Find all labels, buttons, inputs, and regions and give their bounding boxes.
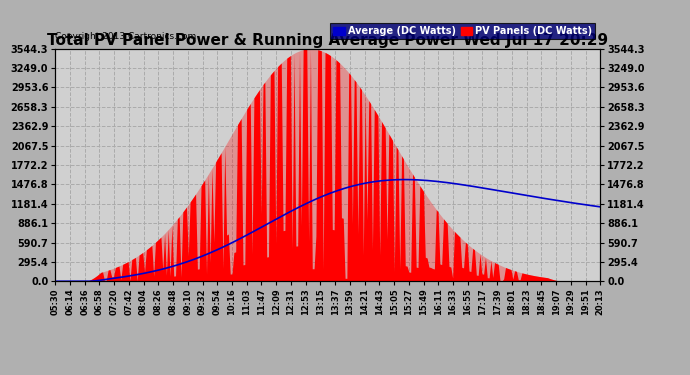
Text: Copyright 2013 Cartronics.com: Copyright 2013 Cartronics.com (55, 32, 197, 41)
Title: Total PV Panel Power & Running Average Power Wed Jul 17 20:29: Total PV Panel Power & Running Average P… (47, 33, 609, 48)
Legend: Average (DC Watts), PV Panels (DC Watts): Average (DC Watts), PV Panels (DC Watts) (331, 23, 595, 39)
